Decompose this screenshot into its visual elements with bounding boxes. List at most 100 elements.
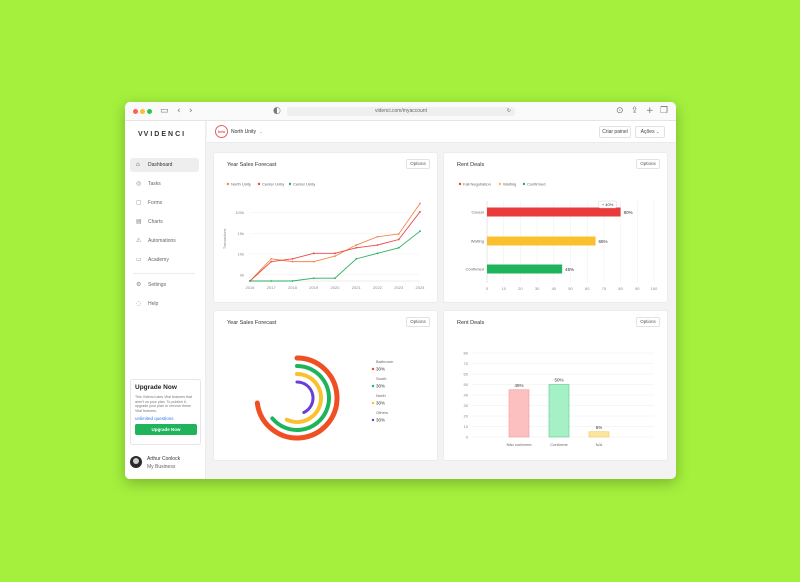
- x-tick-label: 30: [535, 286, 540, 291]
- y-tick-label: 60: [464, 372, 469, 377]
- x-tick-label: 2020: [331, 285, 341, 290]
- privacy-icon[interactable]: ◐: [273, 106, 281, 116]
- automation-icon: ⚠: [136, 237, 142, 244]
- data-point: [312, 260, 315, 263]
- zoom-window-button[interactable]: [147, 109, 152, 114]
- year-sales-radial-card: Year Sales Forecast Options Bathroom 30% S…: [213, 310, 438, 461]
- reload-icon[interactable]: ↻: [506, 108, 511, 114]
- user-name: Arthur Conlock: [147, 456, 181, 462]
- data-point: [312, 277, 315, 280]
- y-tick-label: 10: [464, 424, 469, 429]
- legend-label: South: [376, 376, 386, 381]
- card-title: Year Sales Forecast: [227, 162, 277, 168]
- y-axis-label: Transactions: [223, 228, 227, 249]
- data-point: [355, 244, 358, 246]
- data-point: [270, 260, 273, 263]
- workspace-selector[interactable]: North Unity ⌄: [231, 129, 263, 135]
- actions-button[interactable]: Ações ⌄: [635, 126, 665, 138]
- y-tick-label: 0: [466, 435, 469, 440]
- back-icon[interactable]: ‹: [177, 106, 181, 116]
- sidebar-item-label: Dashboard: [148, 162, 173, 168]
- y-tick-label: 80: [464, 351, 469, 356]
- y-tick-label: 50: [464, 382, 469, 387]
- bar-value-label: 50%: [554, 378, 563, 383]
- create-panel-button[interactable]: Criar painel: [599, 126, 631, 138]
- radial-chart: Bathroom 30% South 30% North 30% Others 30%: [254, 355, 394, 441]
- upgrade-panel: Upgrade Now This Videnci uses Vital feat…: [130, 379, 201, 445]
- browser-toolbar: ▭ ‹ › ◐ videnci.com/myaccount ↻ ⊙ ⇪ + ❐: [125, 102, 676, 121]
- data-point: [355, 246, 358, 249]
- legend-marker: [257, 182, 261, 186]
- data-point: [397, 233, 400, 235]
- x-tick-label: 90: [635, 286, 640, 291]
- chevron-down-icon: ⌄: [655, 129, 660, 134]
- bar-value-label: 80%: [624, 210, 633, 215]
- column-chart: 0 10 20 30 40 50 60 70 80 45% Não conforme 50% Confo…: [464, 351, 654, 447]
- column-bar: [548, 384, 570, 438]
- sidebar-item-tasks[interactable]: ◎ Tasks: [130, 177, 199, 191]
- legend-label: Others: [376, 410, 388, 415]
- legend-label: Confirmed: [527, 182, 545, 187]
- legend-marker: [371, 401, 375, 405]
- url-text: videnci.com/myaccount: [375, 108, 427, 114]
- logo-mark-icon: V: [138, 131, 143, 138]
- sidebar-item-dashboard[interactable]: ⌂ Dashboard: [130, 158, 199, 172]
- share-icon[interactable]: ⇪: [631, 106, 639, 116]
- y-tick-label: 0k: [240, 272, 244, 277]
- options-button[interactable]: Options: [406, 317, 430, 327]
- sidebar-item-label: Academy: [148, 257, 169, 263]
- data-point: [334, 255, 336, 257]
- sidebar-toggle-icon[interactable]: ▭: [160, 106, 169, 116]
- data-point: [270, 257, 273, 260]
- x-tick-label: 40: [552, 286, 557, 291]
- data-point: [249, 280, 251, 282]
- minimize-window-button[interactable]: [140, 109, 145, 114]
- legend-label: Center Unity: [293, 182, 315, 187]
- options-button[interactable]: Options: [406, 159, 430, 169]
- radial-arc: [295, 380, 315, 414]
- sidebar-item-settings[interactable]: ⚙ Settings: [130, 278, 199, 292]
- user-profile[interactable]: Arthur Conlock My Business: [130, 455, 202, 473]
- sidebar-item-academy[interactable]: ▭ Academy: [130, 253, 199, 267]
- year-sales-forecast-card: Year Sales Forecast Options North Unity C…: [213, 152, 438, 303]
- workspace-name: North Unity: [231, 129, 257, 135]
- sidebar-item-help[interactable]: ◌ Help: [130, 297, 199, 311]
- options-button[interactable]: Options: [636, 159, 660, 169]
- bar: [487, 207, 621, 217]
- workspace-logo: Info: [215, 125, 228, 138]
- legend-label: Waiting: [503, 182, 516, 187]
- upgrade-description: This Videnci uses Vital features that ar…: [135, 395, 192, 413]
- data-point: [355, 257, 358, 260]
- sidebar-item-label: Settings: [148, 282, 167, 288]
- download-icon[interactable]: ⊙: [616, 106, 624, 116]
- x-tick-label: 60: [585, 286, 590, 291]
- new-tab-icon[interactable]: +: [646, 106, 654, 116]
- sidebar-item-forms[interactable]: ▢ Forms: [130, 196, 199, 210]
- x-tick-label: 2024: [416, 285, 426, 290]
- sidebar-item-label: Help: [148, 301, 159, 307]
- x-tick-label: 50: [568, 286, 573, 291]
- column-bar: [508, 389, 530, 438]
- forward-icon[interactable]: ›: [189, 106, 193, 116]
- horizontal-bar-chart: Fail Negotiation Waiting Confirmed 0 10 20 30 4…: [458, 182, 658, 291]
- x-tick-label: 70: [602, 286, 607, 291]
- upgrade-now-button[interactable]: Upgrade Now: [135, 424, 197, 436]
- y-tick-label: 40: [464, 393, 469, 398]
- top-bar: Info North Unity ⌄ Criar painel Ações ⌄: [207, 121, 676, 143]
- x-tick-label: 10: [501, 286, 506, 291]
- chart-icon: ▤: [136, 218, 142, 225]
- sidebar-item-automations[interactable]: ⚠ Automations: [130, 234, 199, 248]
- tabs-overview-icon[interactable]: ❐: [660, 106, 669, 116]
- unlimited-questions-link[interactable]: unlimited questions: [135, 416, 174, 422]
- logo[interactable]: VVIDENCI: [138, 131, 186, 138]
- address-bar[interactable]: videnci.com/myaccount ↻: [287, 107, 515, 116]
- close-window-button[interactable]: [133, 109, 138, 114]
- x-tick-label: 2019: [309, 285, 319, 290]
- bar-value-label: 45%: [565, 267, 574, 272]
- legend-marker: [522, 182, 526, 186]
- sidebar: VVIDENCI ⌂ Dashboard ◎ Tasks ▢ Forms ▤ Charts ⚠ A…: [125, 121, 206, 479]
- options-button[interactable]: Options: [636, 317, 660, 327]
- legend-label: North: [376, 393, 386, 398]
- data-point: [397, 238, 400, 241]
- sidebar-item-charts[interactable]: ▤ Charts: [130, 215, 199, 229]
